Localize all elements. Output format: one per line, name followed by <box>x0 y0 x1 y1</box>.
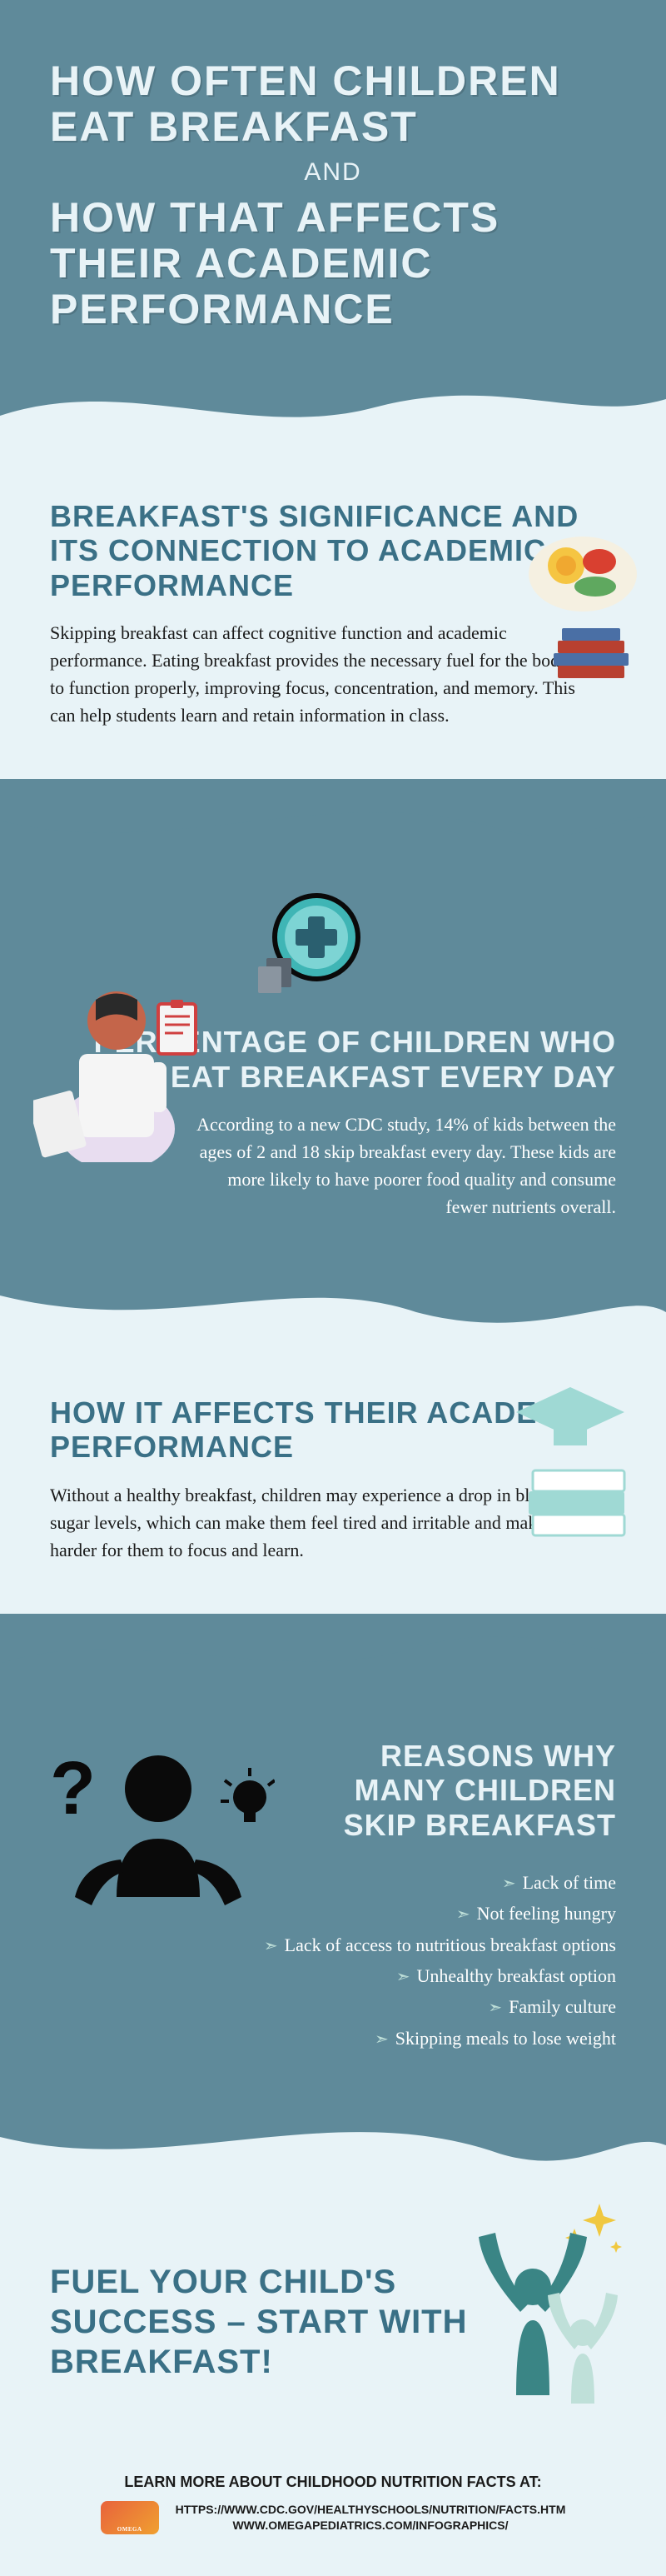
section3-body: Without a healthy breakfast, children ma… <box>50 1481 583 1564</box>
section1-body: Skipping breakfast can affect cognitive … <box>50 619 583 729</box>
wave-divider <box>0 1614 666 1697</box>
omega-logo-icon <box>101 2501 159 2534</box>
footer-url-2: www.omegapediatrics.com/infographics/ <box>176 2518 566 2534</box>
section-affects: How It Affects Their Academic Performanc… <box>0 1345 666 1614</box>
footer-links: https://www.cdc.gov/healthyschools/nutri… <box>176 2502 566 2534</box>
reason-item: Unhealthy breakfast option <box>50 1960 616 1991</box>
wave-divider <box>0 366 666 449</box>
wave-divider <box>0 1262 666 1345</box>
main-title-2: How That Affects Their Academic Performa… <box>50 195 616 332</box>
cta-heading: Fuel Your Child's Success – Start With B… <box>50 2262 483 2382</box>
infographic-root: How Often Children Eat Breakfast and How… <box>0 0 666 2576</box>
graduation-books-icon <box>508 1379 633 1566</box>
main-title-1: How Often Children Eat Breakfast <box>50 58 616 150</box>
wave-divider <box>0 779 666 862</box>
and-connector: and <box>50 158 616 187</box>
celebrating-figures-icon <box>433 2187 633 2408</box>
section-percentage: Percentage of Children Who Eat Breakfast… <box>0 862 666 1262</box>
cta-section: Fuel Your Child's Success – Start With B… <box>0 2179 666 2449</box>
section-reasons: ? Reasons Why Many Children Skip Breakfa… <box>0 1697 666 2096</box>
doctor-clipboard-icon <box>33 946 200 1166</box>
header-section: How Often Children Eat Breakfast and How… <box>0 0 666 366</box>
footer-section: Learn More About Childhood Nutrition Fac… <box>0 2449 666 2576</box>
medical-cross-icon <box>250 887 666 1008</box>
reason-item: Family culture <box>50 1991 616 2022</box>
section2-body: According to a new CDC study, 14% of kid… <box>183 1111 616 1221</box>
footer-url-1: https://www.cdc.gov/healthyschools/nutri… <box>176 2502 566 2519</box>
svg-text:?: ? <box>50 1747 96 1830</box>
section4-heading: Reasons Why Many Children Skip Breakfast <box>316 1739 616 1842</box>
wave-divider <box>0 2095 666 2179</box>
footer-learn-text: Learn More About Childhood Nutrition Fac… <box>33 2474 633 2491</box>
food-books-icon <box>508 532 641 703</box>
section-significance: Breakfast's Significance and Its Connect… <box>0 449 666 779</box>
thinking-person-icon: ? <box>42 1730 275 1934</box>
reason-item: Skipping meals to lose weight <box>50 2023 616 2054</box>
